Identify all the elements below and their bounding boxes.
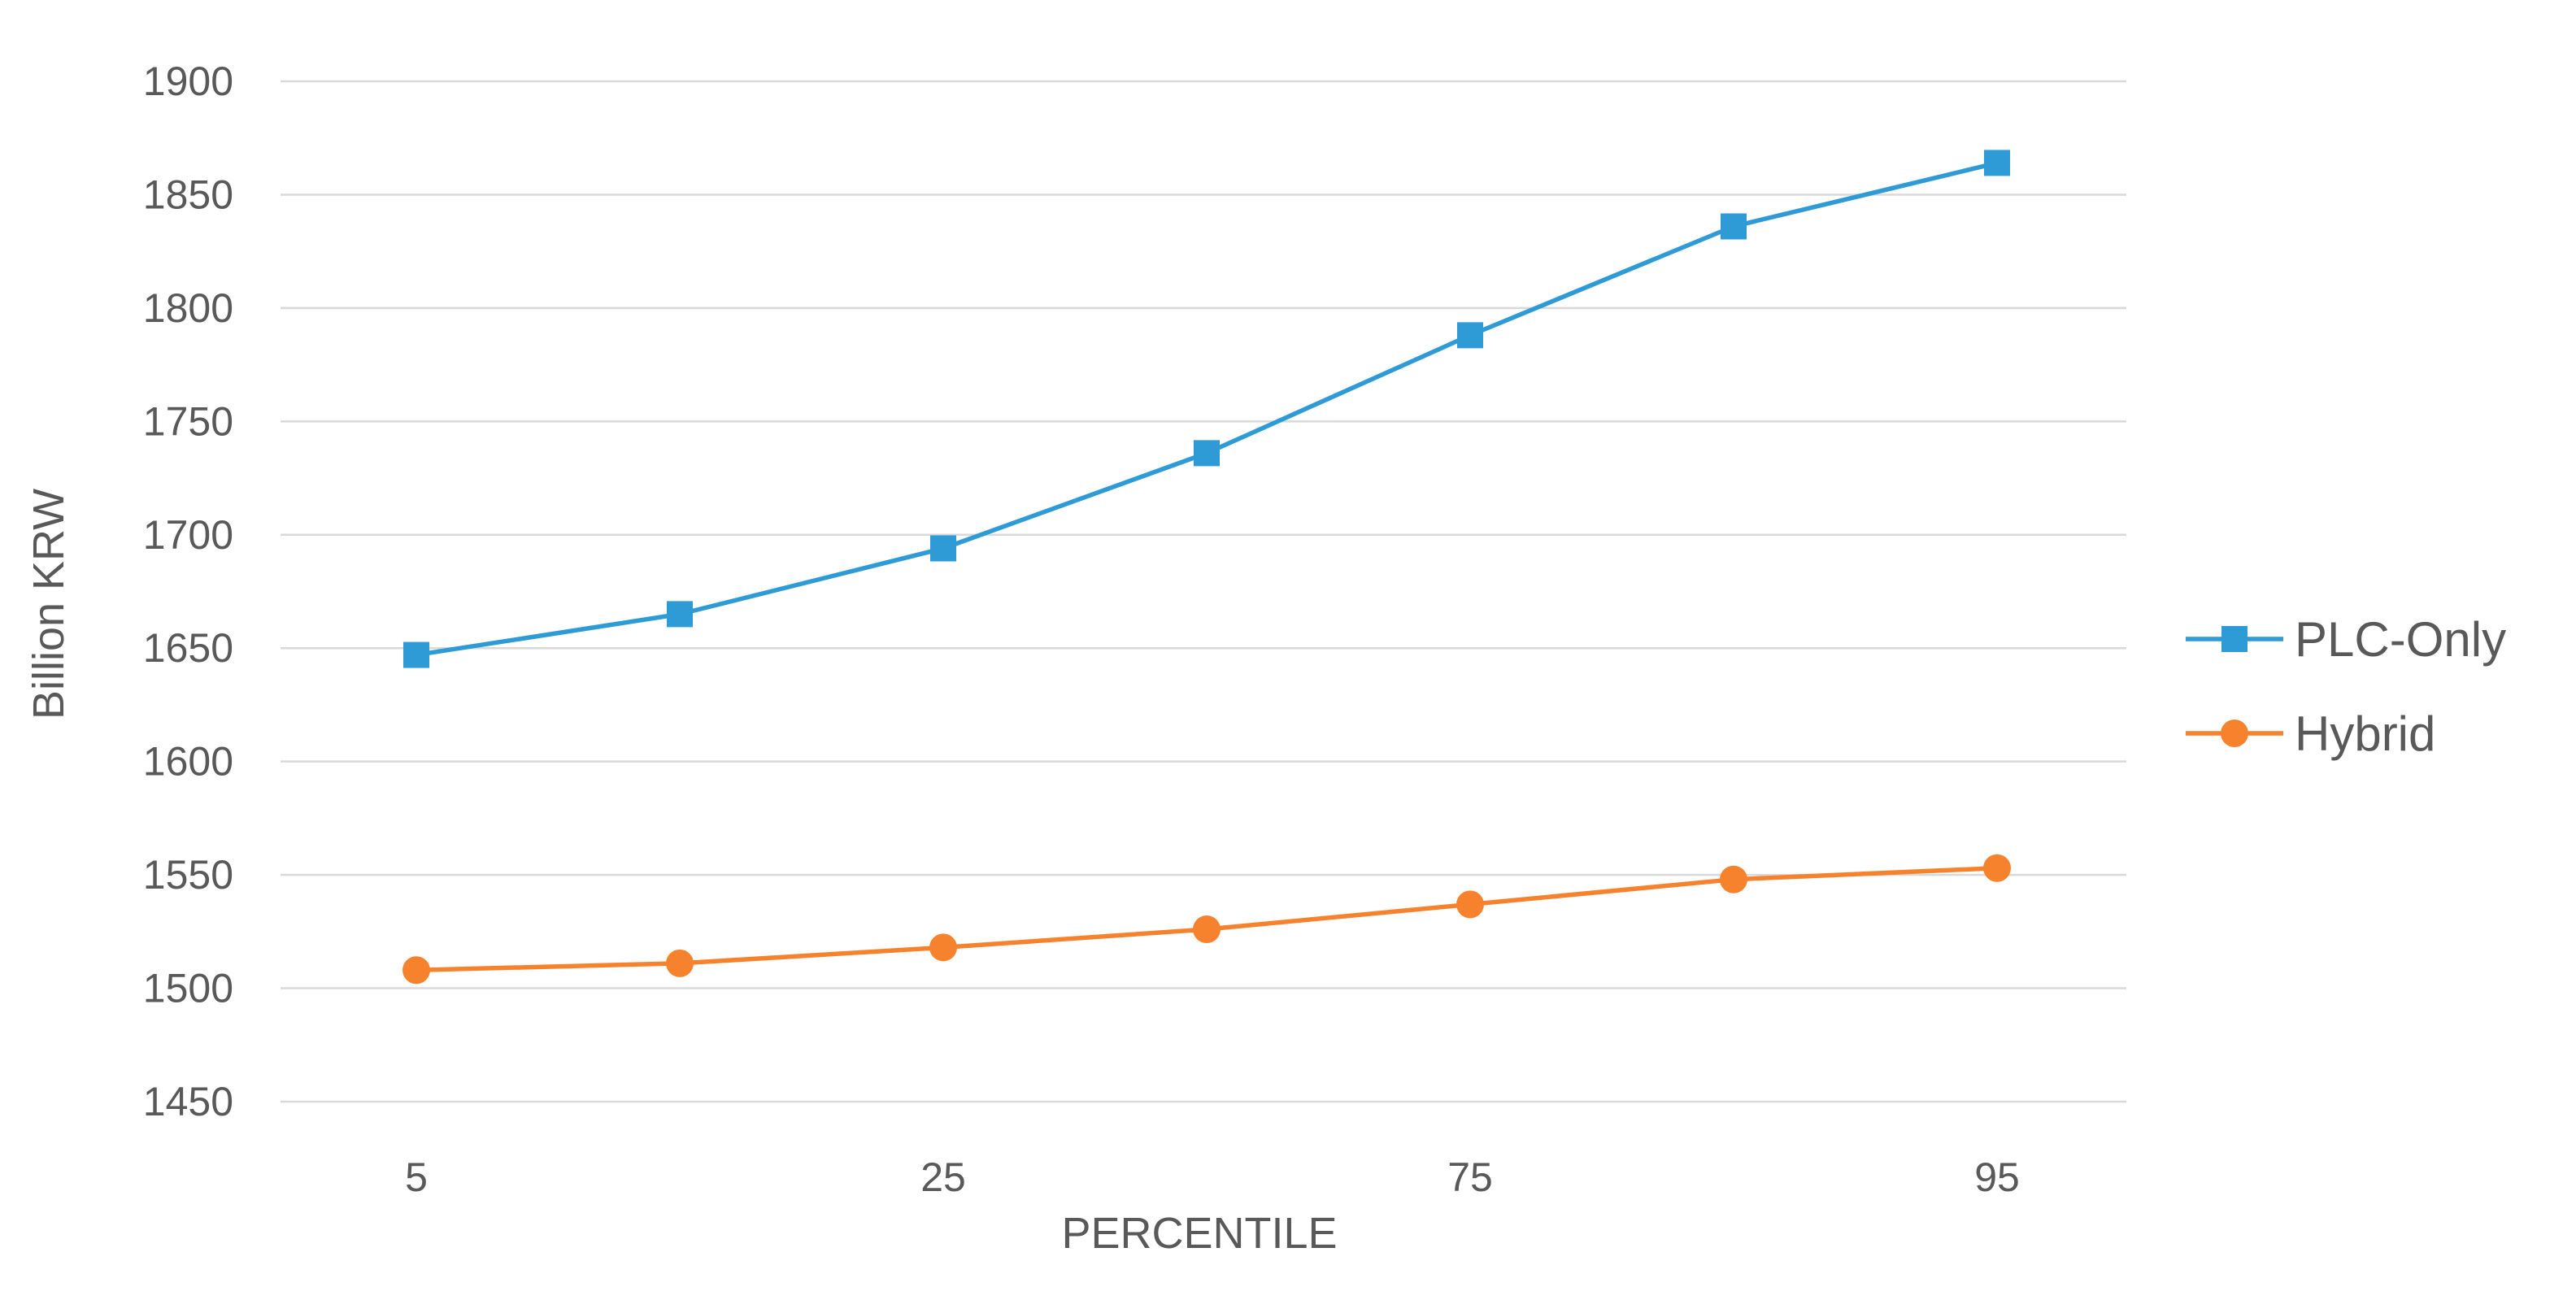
x-tick-25: 25 — [920, 1154, 966, 1200]
legend-label-plc-only: PLC-Only — [2295, 612, 2506, 667]
legend-marker-plc-only — [2221, 626, 2247, 652]
x-axis-title: PERCENTILE — [1061, 1209, 1337, 1258]
point-hybrid-3 — [1193, 915, 1221, 944]
y-tick-1900: 1900 — [143, 59, 233, 104]
point-hybrid-0 — [402, 956, 430, 985]
point-hybrid-4 — [1456, 890, 1484, 919]
point-hybrid-1 — [666, 949, 694, 977]
x-tick-75: 75 — [1447, 1154, 1493, 1200]
y-tick-1600: 1600 — [143, 739, 233, 785]
x-tick-95: 95 — [1974, 1154, 2020, 1200]
point-hybrid-6 — [1983, 854, 2011, 882]
y-tick-labels: 1450 1500 1550 1600 1650 1700 1750 1800 1850 1900 — [143, 59, 233, 1124]
series-group — [402, 150, 2011, 985]
y-tick-1450: 1450 — [143, 1079, 233, 1124]
x-tick-5: 5 — [405, 1154, 428, 1200]
y-tick-1750: 1750 — [143, 398, 233, 444]
point-plc-only-4 — [1457, 322, 1483, 349]
point-hybrid-5 — [1720, 865, 1747, 893]
y-tick-1550: 1550 — [143, 852, 233, 898]
point-plc-only-1 — [667, 601, 693, 628]
legend-label-hybrid: Hybrid — [2295, 706, 2435, 761]
y-tick-1800: 1800 — [143, 285, 233, 331]
point-plc-only-6 — [1984, 150, 2010, 176]
point-hybrid-2 — [929, 933, 957, 962]
y-tick-1850: 1850 — [143, 172, 233, 217]
series-line-plc-only — [416, 160, 1998, 658]
y-tick-1650: 1650 — [143, 625, 233, 671]
point-plc-only-3 — [1194, 440, 1220, 467]
legend-marker-hybrid — [2221, 720, 2248, 747]
gridlines — [281, 80, 2126, 1103]
y-axis-title: Billion KRW — [24, 489, 73, 720]
legend: PLC-Only Hybrid — [2186, 612, 2506, 761]
y-tick-1700: 1700 — [143, 512, 233, 558]
point-plc-only-0 — [403, 641, 429, 668]
x-tick-labels: 5 25 75 95 — [405, 1154, 2020, 1200]
point-plc-only-5 — [1721, 213, 1747, 240]
y-tick-1500: 1500 — [143, 966, 233, 1011]
point-plc-only-2 — [930, 535, 956, 562]
